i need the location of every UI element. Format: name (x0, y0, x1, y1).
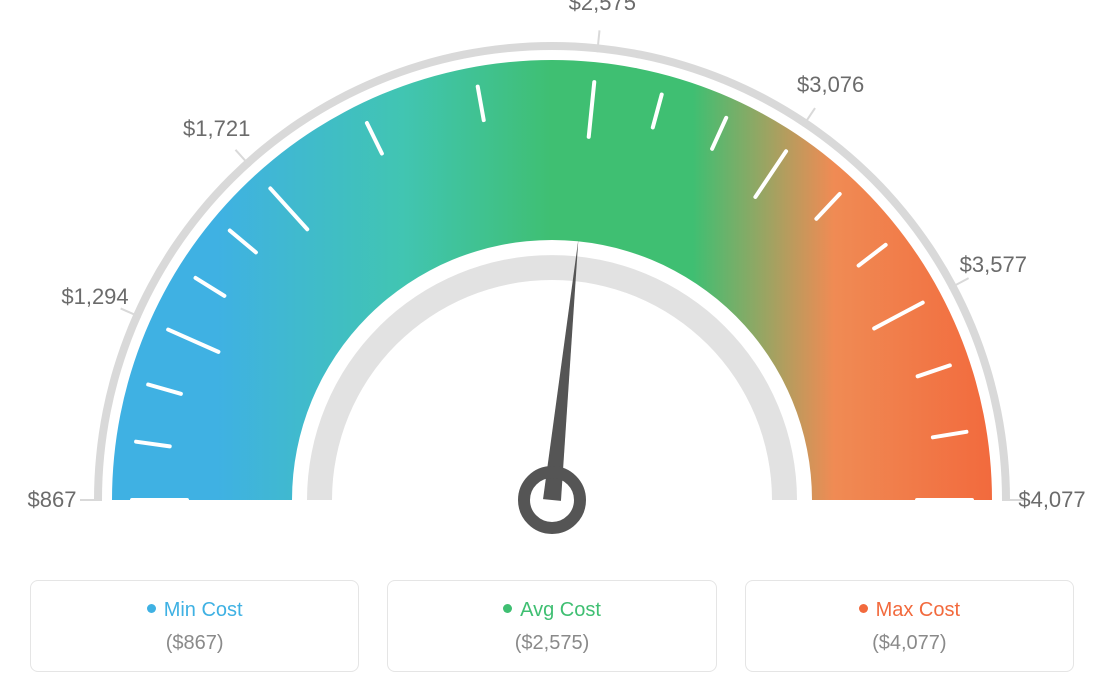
legend-title-max: Max Cost (756, 599, 1063, 622)
gauge-tick-label: $1,294 (61, 284, 128, 310)
gauge-tick-label: $867 (28, 487, 77, 513)
legend-title-avg: Avg Cost (398, 599, 705, 622)
gauge-tick-label: $3,076 (797, 72, 864, 98)
legend-row: Min Cost ($867) Avg Cost ($2,575) Max Co… (0, 580, 1104, 672)
gauge-tick-label: $3,577 (960, 252, 1027, 278)
dot-icon (503, 604, 512, 613)
legend-card-avg: Avg Cost ($2,575) (387, 580, 716, 672)
legend-card-min: Min Cost ($867) (30, 580, 359, 672)
dot-icon (859, 604, 868, 613)
legend-title-text: Min Cost (164, 599, 243, 621)
gauge-tick-label: $1,721 (183, 116, 250, 142)
gauge-tick-label: $2,575 (569, 0, 636, 16)
legend-card-max: Max Cost ($4,077) (745, 580, 1074, 672)
gauge-chart: $867 $1,294 $1,721 $2,575 $3,076 $3,577 $4,077 (0, 0, 1104, 560)
gauge-svg (0, 0, 1104, 560)
legend-title-text: Avg Cost (520, 599, 601, 621)
dot-icon (147, 604, 156, 613)
legend-value-avg: ($2,575) (398, 632, 705, 655)
legend-title-text: Max Cost (876, 599, 960, 621)
legend-title-min: Min Cost (41, 599, 348, 622)
legend-value-max: ($4,077) (756, 632, 1063, 655)
gauge-tick-label: $4,077 (1018, 487, 1085, 513)
legend-value-min: ($867) (41, 632, 348, 655)
